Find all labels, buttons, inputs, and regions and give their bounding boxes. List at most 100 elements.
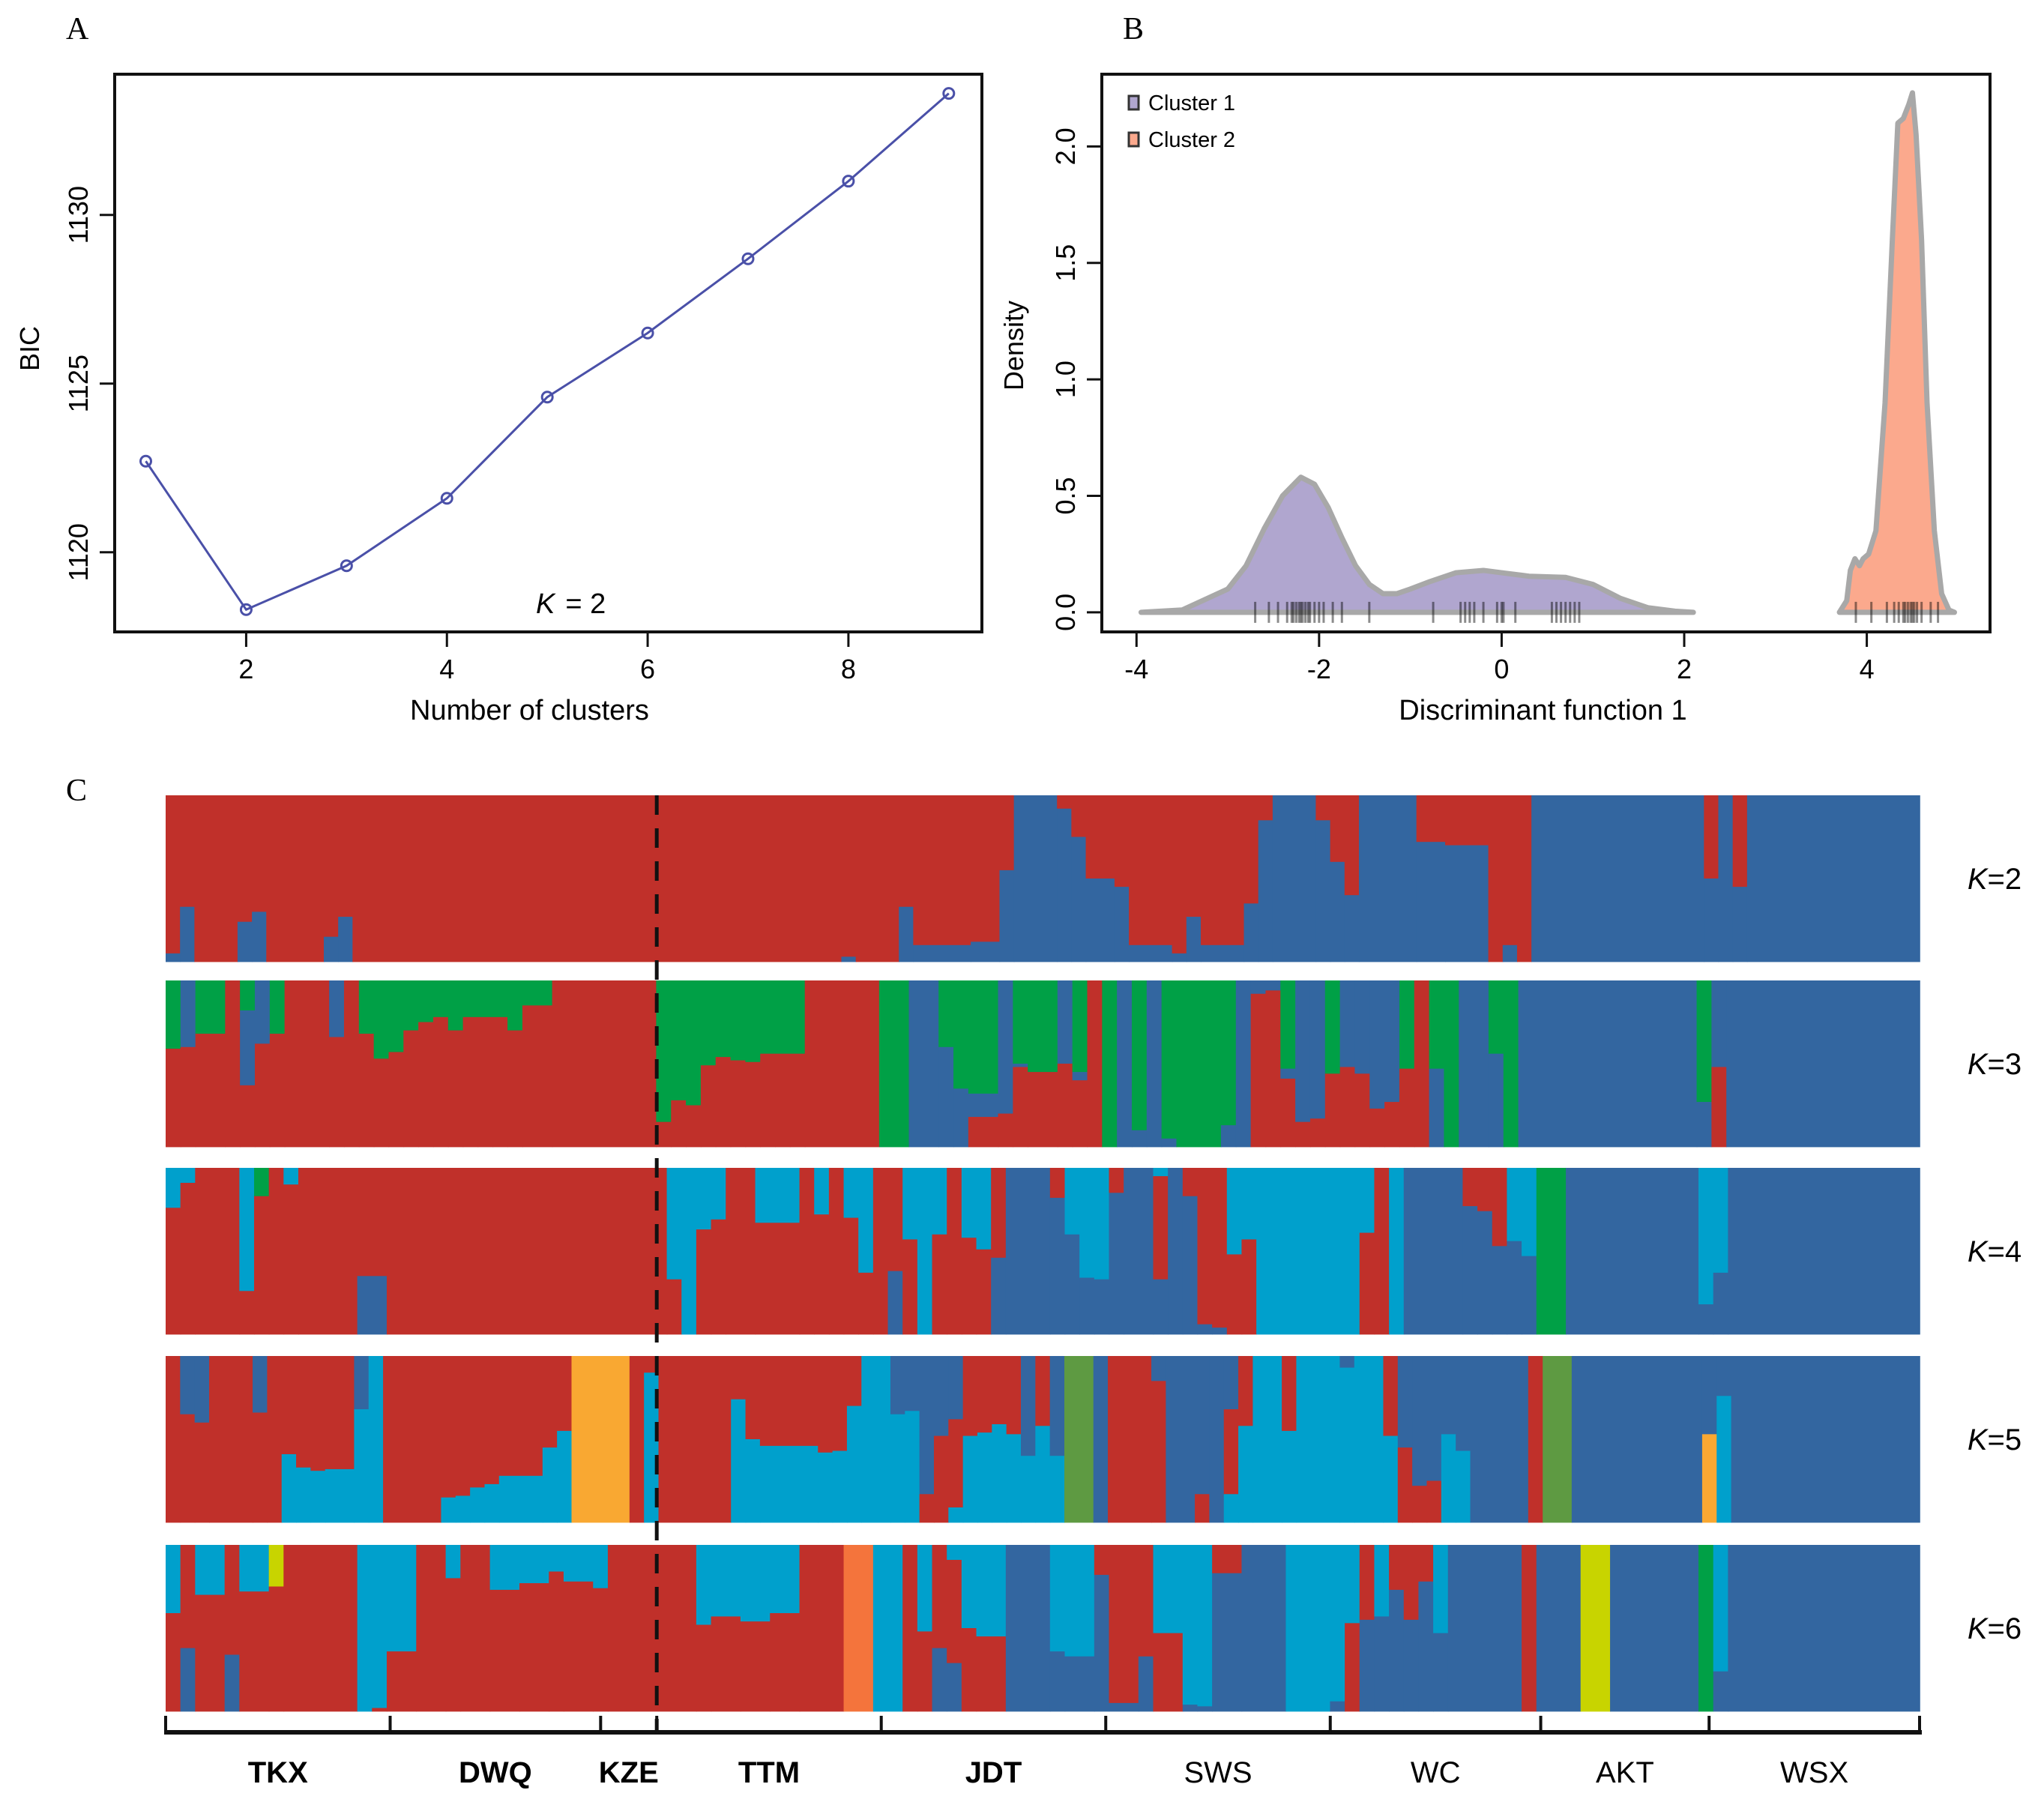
ancestry-bar-segment xyxy=(1200,795,1245,946)
ancestry-bar-segment xyxy=(507,980,523,1031)
ancestry-bar-segment xyxy=(799,1168,816,1335)
x-tick-label: 2 xyxy=(1677,654,1692,684)
ancestry-bar-segment xyxy=(372,1708,388,1712)
ancestry-bar-segment xyxy=(1315,820,1331,962)
ancestry-bar-segment xyxy=(386,1168,668,1335)
ancestry-bar-segment xyxy=(253,1168,270,1197)
ancestry-bar-segment xyxy=(1057,1064,1073,1148)
ancestry-bar-segment xyxy=(1339,1067,1356,1148)
ancestry-bar-segment xyxy=(1502,944,1518,962)
ancestry-bar-segment xyxy=(1522,1256,1537,1335)
ancestry-bar-segment xyxy=(1250,980,1267,995)
ancestry-bar-segment xyxy=(1445,795,1489,846)
k-row-label: K=3 xyxy=(1968,1048,2022,1081)
ancestry-bar-segment xyxy=(814,1168,830,1215)
ancestry-bar-segment xyxy=(1580,1545,1611,1712)
ancestry-bar-segment xyxy=(441,1497,456,1523)
ancestry-bar-segment xyxy=(775,1053,791,1148)
ancestry-bar-segment xyxy=(686,1105,702,1148)
ancestry-bar-segment xyxy=(1403,1619,1420,1712)
ancestry-bar-segment xyxy=(1182,1196,1199,1335)
ancestry-bar-segment xyxy=(1200,944,1245,962)
ancestry-bar-segment xyxy=(1072,1072,1088,1081)
ancestry-bar-segment xyxy=(542,1356,558,1448)
ancestry-bar-segment xyxy=(1403,1545,1420,1621)
ancestry-bar-segment xyxy=(961,1238,977,1335)
ancestry-bar-segment xyxy=(938,1046,954,1148)
ancestry-bar-segment xyxy=(1456,1356,1471,1451)
y-axis-title: Density xyxy=(998,301,1029,391)
population-label-dwq: DWQ xyxy=(459,1756,532,1789)
ancestry-bar-segment xyxy=(593,1588,609,1712)
ancestry-bar-segment xyxy=(1507,1241,1522,1335)
ancestry-bar-segment xyxy=(1166,1356,1196,1523)
ancestry-bar-segment xyxy=(1531,795,1705,962)
ancestry-bar-segment xyxy=(1258,820,1273,962)
ancestry-bar-segment xyxy=(1094,1574,1110,1712)
ancestry-bar-segment xyxy=(1250,993,1267,1148)
ancestry-bar-segment xyxy=(1389,1589,1405,1712)
ancestry-bar-segment xyxy=(1414,980,1430,1148)
ancestry-bar-segment xyxy=(1129,795,1173,946)
ancestry-bar-segment xyxy=(1374,1168,1390,1335)
population-label-jdt: JDT xyxy=(965,1756,1022,1789)
ancestry-bar-segment xyxy=(1711,980,1727,1067)
ancestry-bar-segment xyxy=(745,1356,761,1440)
ancestry-bar-segment xyxy=(1280,1078,1296,1148)
ancestry-bar-segment xyxy=(180,1046,196,1148)
ancestry-bar-segment xyxy=(357,1276,388,1335)
ancestry-bar-segment xyxy=(696,1229,712,1335)
ancestry-bar-segment xyxy=(1064,1656,1095,1712)
ancestry-bar-segment xyxy=(947,1663,962,1712)
ancestry-bar-segment xyxy=(755,1223,801,1335)
ancestry-bar-segment xyxy=(899,906,914,962)
ancestry-bar-segment xyxy=(283,1545,358,1712)
ancestry-bar-segment xyxy=(1109,1193,1124,1335)
ancestry-bar-segment xyxy=(1109,1702,1139,1712)
ancestry-bar-segment xyxy=(470,1487,486,1523)
ancestry-bar-segment xyxy=(489,1589,520,1712)
population-label-akt: AKT xyxy=(1596,1756,1654,1789)
k-row-label-k: K xyxy=(1968,1423,1989,1456)
k-row-label-k: K xyxy=(1968,1235,1989,1268)
k-row-label: K=2 xyxy=(1968,863,2022,896)
ancestry-bar-segment xyxy=(252,911,268,962)
ancestry-bar-segment xyxy=(1182,1705,1199,1712)
ancestry-bar-segment xyxy=(489,1545,520,1591)
ancestry-bar-segment xyxy=(1182,1168,1199,1197)
ancestry-bar-segment xyxy=(470,1356,486,1488)
structure-row-k3 xyxy=(166,980,1920,1148)
ancestry-bar-segment xyxy=(267,1356,283,1523)
ancestry-bar-segment xyxy=(1324,980,1341,1074)
ancestry-bar-segment xyxy=(1006,1356,1022,1435)
ancestry-bar-segment xyxy=(843,1217,859,1335)
ancestry-bar-segment xyxy=(1064,1234,1080,1335)
ancestry-bar-segment xyxy=(1138,1545,1154,1657)
ancestry-bar-segment xyxy=(166,1356,181,1523)
ancestry-bar-segment xyxy=(1445,845,1489,962)
ancestry-bar-segment xyxy=(629,1356,645,1523)
y-axis-title: BIC xyxy=(14,326,45,371)
ancestry-bar-segment xyxy=(715,980,732,1058)
ancestry-bar-segment xyxy=(1359,1168,1375,1233)
bic-point xyxy=(340,559,353,573)
ancestry-bar-segment xyxy=(418,980,434,1022)
ancestry-bar-segment xyxy=(1079,1277,1095,1335)
ancestry-bar-segment xyxy=(1057,808,1073,962)
ancestry-bar-segment xyxy=(971,795,1001,942)
ancestry-bar-segment xyxy=(1315,795,1331,821)
ancestry-bar-segment xyxy=(841,956,857,962)
ancestry-bar-segment xyxy=(1209,1356,1225,1523)
ancestry-bar-segment xyxy=(1168,1168,1184,1335)
ancestry-bar-segment xyxy=(1049,1168,1066,1199)
ancestry-bar-segment xyxy=(1397,1356,1413,1448)
ancestry-bar-segment xyxy=(239,1591,270,1712)
ancestry-bar-segment xyxy=(1522,1168,1537,1257)
ancestry-bar-segment xyxy=(240,980,256,1011)
ancestry-bar-segment xyxy=(268,1168,285,1335)
ancestry-bar-segment xyxy=(593,1545,609,1589)
ancestry-bar-segment xyxy=(1330,861,1345,962)
ancestry-bar-segment xyxy=(932,1545,947,1649)
ancestry-bar-segment xyxy=(832,1450,848,1523)
